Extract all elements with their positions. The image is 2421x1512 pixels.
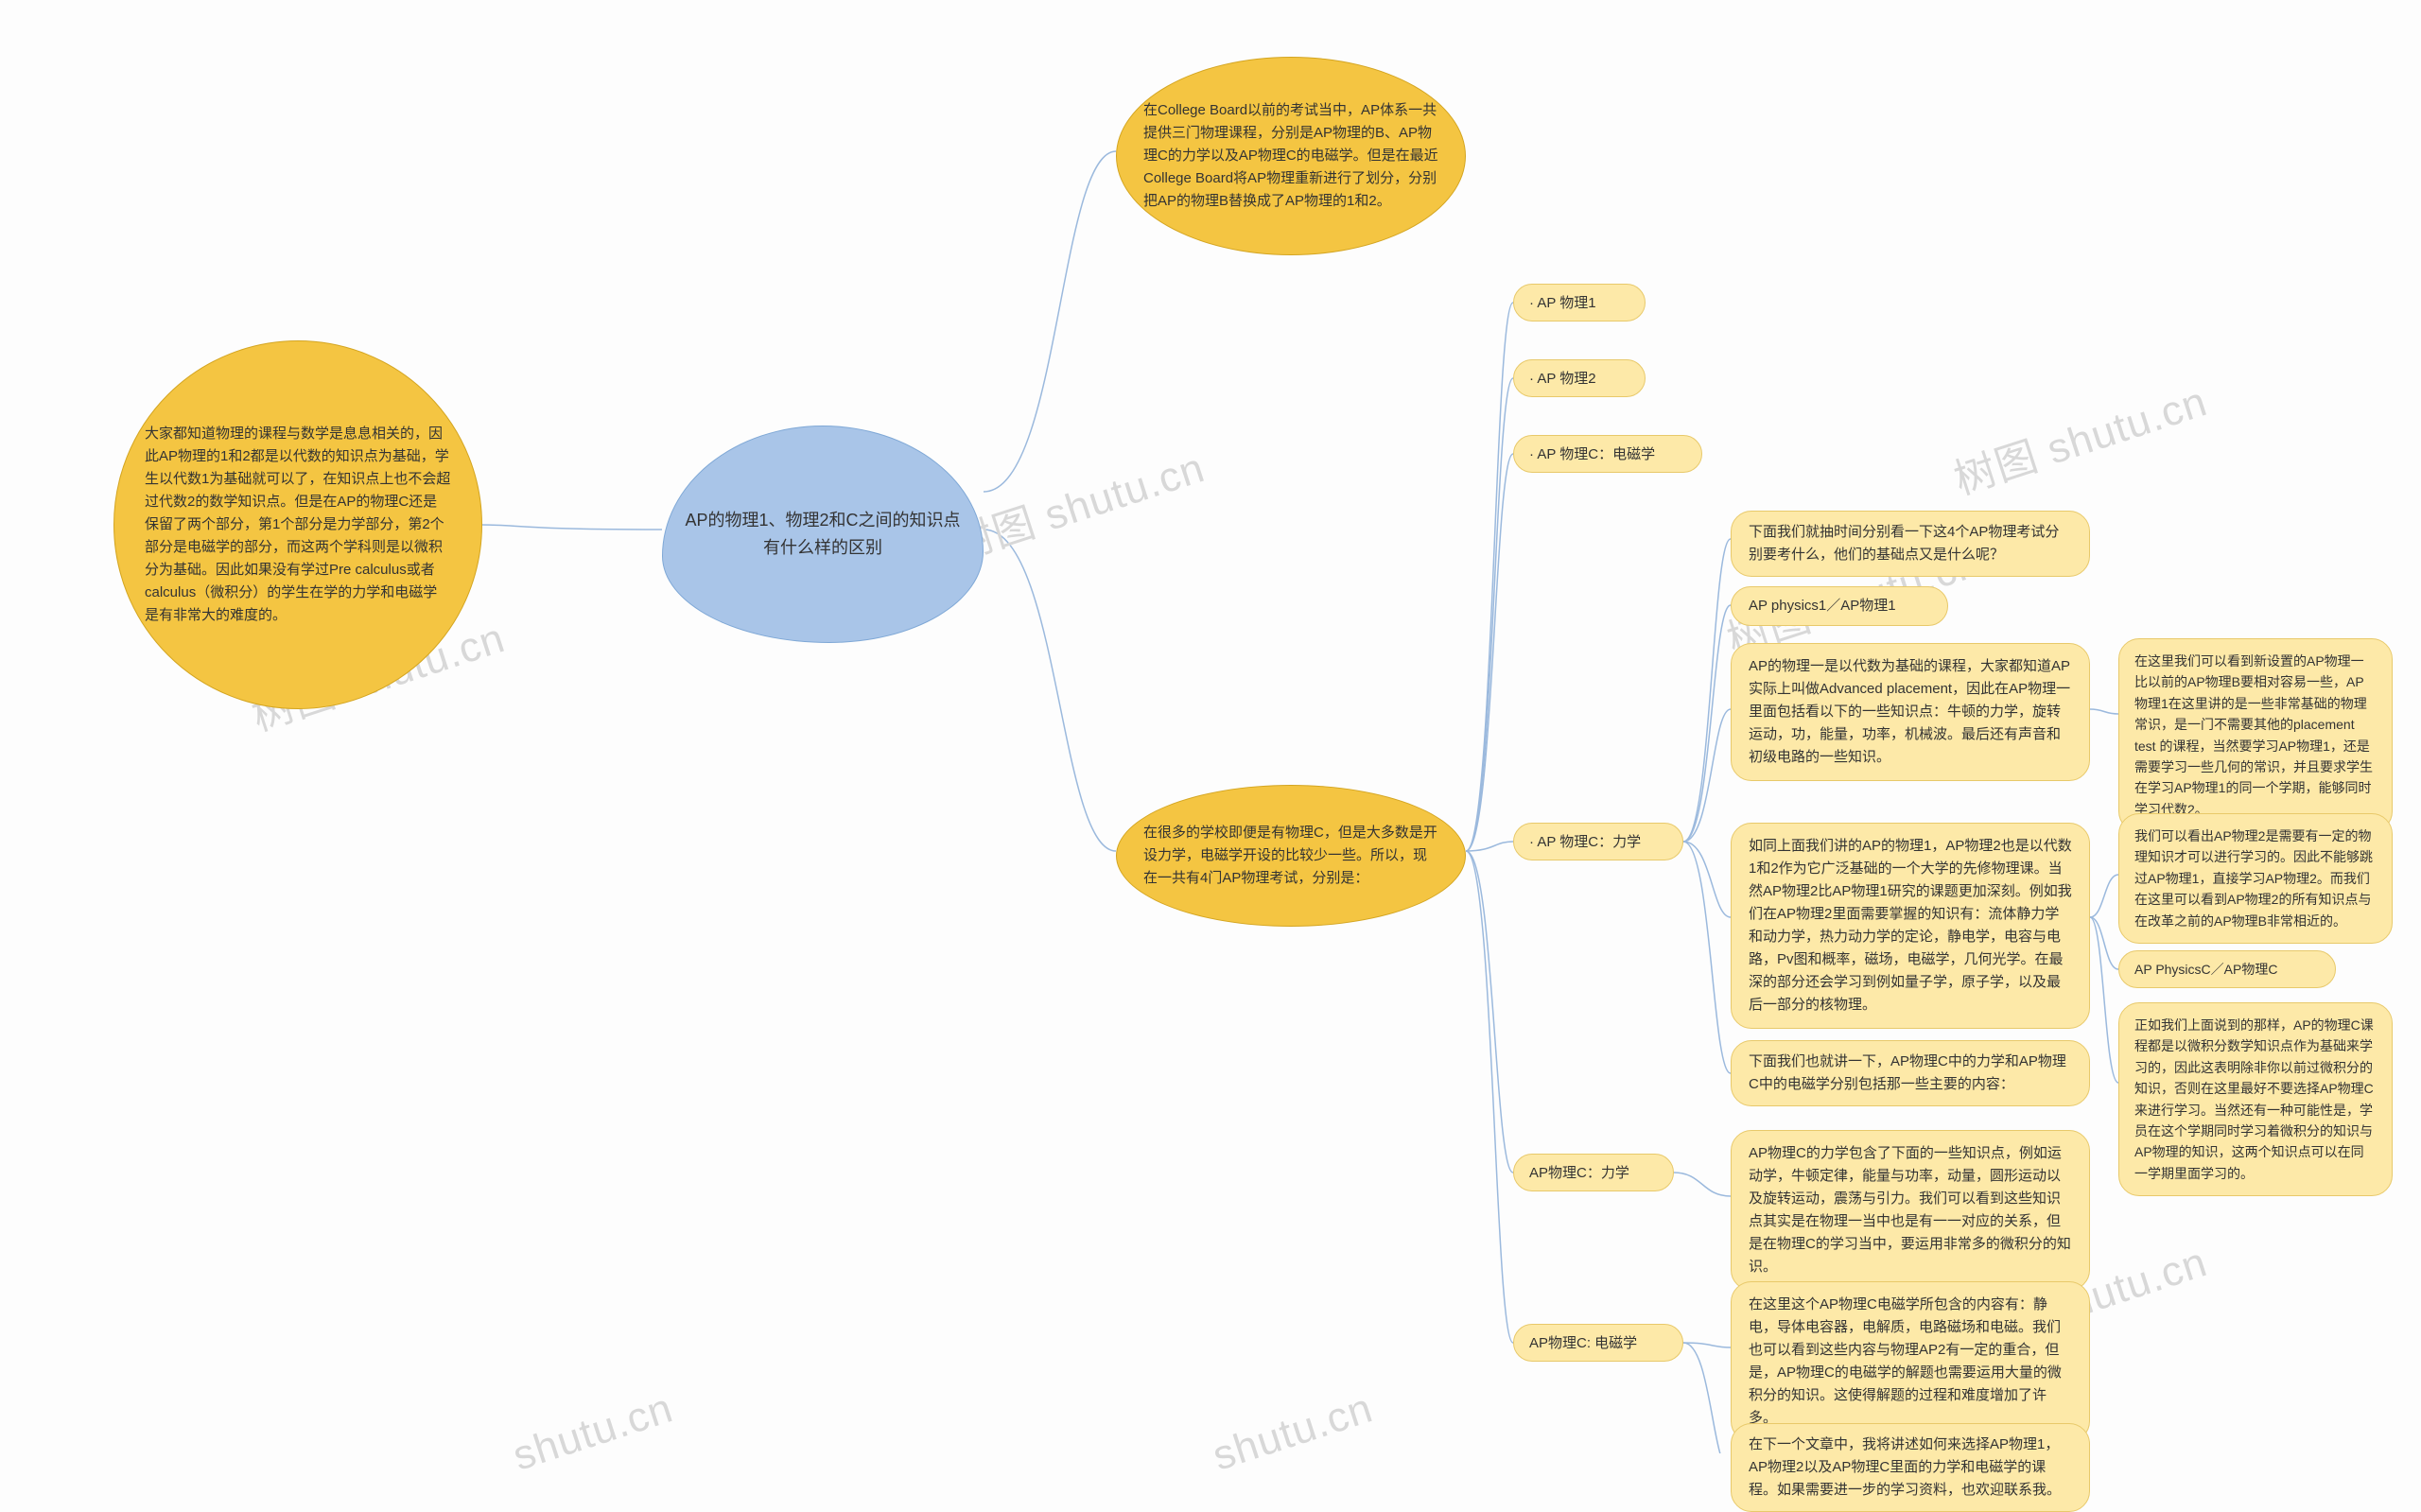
watermark: shutu.cn [508, 1384, 679, 1480]
left-note-text: 大家都知道物理的课程与数学是息息相关的，因此AP物理的1和2都是以代数的知识点为… [145, 423, 451, 627]
sec4-intro[interactable]: 下面我们就抽时间分别看一下这4个AP物理考试分别要考什么，他们的基础点又是什么呢… [1731, 511, 2090, 577]
sec4-ap1-title[interactable]: AP physics1／AP物理1 [1731, 586, 1948, 626]
sec6-next[interactable]: 在下一个文章中，我将讲述如何来选择AP物理1，AP物理2以及AP物理C里面的力学… [1731, 1423, 2090, 1512]
branch-top[interactable]: 在College Board以前的考试当中，AP体系一共提供三门物理课程，分别是… [1116, 57, 1466, 255]
sec4-ap1-body[interactable]: AP的物理一是以代数为基础的课程，大家都知道AP实际上叫做Advanced pl… [1731, 643, 2090, 781]
branch-bottom[interactable]: 在很多的学校即便是有物理C，但是大多数是开设力学，电磁学开设的比较少一些。所以，… [1116, 785, 1466, 927]
sec4-ap2-body[interactable]: 如同上面我们讲的AP的物理1，AP物理2也是以代数1和2作为它广泛基础的一个大学… [1731, 823, 2090, 1029]
item-apc-em[interactable]: · AP 物理C：电磁学 [1513, 435, 1702, 473]
left-note[interactable]: 大家都知道物理的课程与数学是息息相关的，因此AP物理的1和2都是以代数的知识点为… [113, 340, 482, 709]
sec4-ap2-r2[interactable]: AP PhysicsC／AP物理C [2118, 950, 2336, 988]
item-apc-mech[interactable]: · AP 物理C：力学 [1513, 823, 1683, 860]
sec4-outro[interactable]: 下面我们也就讲一下，AP物理C中的力学和AP物理C中的电磁学分别包括那一些主要的… [1731, 1040, 2090, 1106]
sec4-ap1-note[interactable]: 在这里我们可以看到新设置的AP物理一比以前的AP物理B要相对容易一些，AP物理1… [2118, 638, 2393, 832]
item-ap2[interactable]: · AP 物理2 [1513, 359, 1646, 397]
sec5-body[interactable]: AP物理C的力学包含了下面的一些知识点，例如运动学，牛顿定律，能量与功率，动量，… [1731, 1130, 2090, 1291]
watermark: shutu.cn [1208, 1384, 1379, 1480]
sec4-ap2-r3[interactable]: 正如我们上面说到的那样，AP的物理C课程都是以微积分数学知识点作为基础来学习的，… [2118, 1002, 2393, 1196]
sec6-body[interactable]: 在这里这个AP物理C电磁学所包含的内容有：静电，导体电容器，电解质，电路磁场和电… [1731, 1281, 2090, 1442]
watermark: 树图 shutu.cn [1945, 368, 2214, 507]
item-ap1[interactable]: · AP 物理1 [1513, 284, 1646, 322]
branch-top-text: 在College Board以前的考试当中，AP体系一共提供三门物理课程，分别是… [1143, 99, 1438, 213]
center-topic[interactable]: AP的物理1、物理2和C之间的知识点有什么样的区别 [662, 426, 984, 643]
item-apc-em2[interactable]: AP物理C: 电磁学 [1513, 1324, 1683, 1362]
sec4-ap2-r1[interactable]: 我们可以看出AP物理2是需要有一定的物理知识才可以进行学习的。因此不能够跳过AP… [2118, 813, 2393, 944]
branch-bottom-text: 在很多的学校即便是有物理C，但是大多数是开设力学，电磁学开设的比较少一些。所以，… [1143, 822, 1438, 890]
item-apc-mech2[interactable]: AP物理C：力学 [1513, 1154, 1674, 1191]
